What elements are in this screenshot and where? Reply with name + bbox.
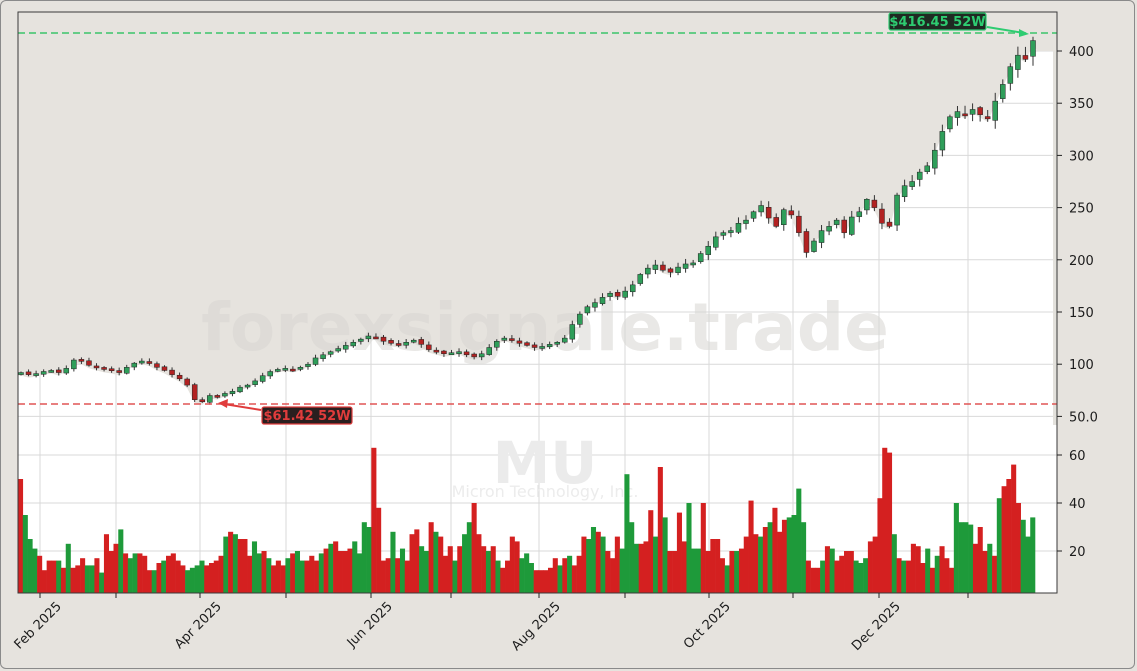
high-label: $416.45 52W bbox=[889, 15, 985, 30]
watermark: forexsignale.trade MU Micron Technology,… bbox=[201, 289, 889, 501]
price-tick-label: 350 bbox=[1069, 97, 1094, 112]
date-tick-label: Feb 2025 bbox=[12, 599, 65, 652]
date-tick-label: Aug 2025 bbox=[509, 599, 564, 654]
high-annotation: $416.45 52W bbox=[888, 12, 1029, 37]
date-tick-label: Apr 2025 bbox=[172, 599, 225, 652]
low-annotation: $61.42 52W bbox=[218, 399, 353, 425]
volume-bars bbox=[18, 447, 1036, 593]
low-label: $61.42 52W bbox=[263, 409, 350, 424]
date-tick-label: Dec 2025 bbox=[849, 599, 904, 654]
price-candles bbox=[18, 36, 1036, 405]
watermark-text: forexsignale.trade bbox=[201, 289, 889, 366]
company-watermark: Micron Technology, Inc. bbox=[452, 482, 639, 501]
date-tick-label: Jun 2025 bbox=[344, 599, 396, 651]
price-shade-area bbox=[18, 12, 1057, 425]
volume-tick-label: 40 bbox=[1069, 497, 1086, 512]
price-tick-label: 200 bbox=[1069, 254, 1094, 269]
52w-lines bbox=[18, 32, 1057, 405]
price-tick-label: 250 bbox=[1069, 202, 1094, 217]
volume-tick-label: 20 bbox=[1069, 545, 1086, 560]
price-tick-label: 400 bbox=[1069, 45, 1094, 60]
annotations: $416.45 52W $61.42 52W bbox=[218, 12, 1029, 425]
price-tick-label: 100 bbox=[1069, 358, 1094, 373]
date-tick-label: Oct 2025 bbox=[681, 599, 734, 652]
price-tick-label: 150 bbox=[1069, 306, 1094, 321]
volume-tick-label: 60 bbox=[1069, 449, 1086, 464]
price-tick-label: 50.0 bbox=[1069, 410, 1098, 425]
price-tick-label: 300 bbox=[1069, 149, 1094, 164]
ticker-watermark: MU bbox=[493, 429, 598, 497]
